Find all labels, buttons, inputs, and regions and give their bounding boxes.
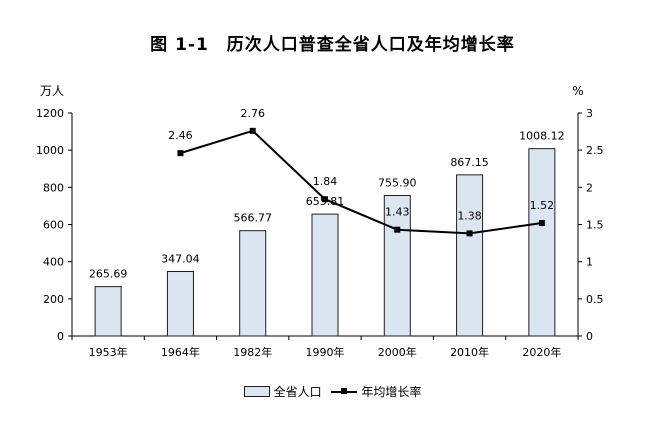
population-bar xyxy=(94,286,122,337)
growth-rate-marker xyxy=(466,230,473,237)
population-bar xyxy=(456,174,484,337)
legend-item-population: 全省人口 xyxy=(243,383,322,400)
y-left-tick-label: 0 xyxy=(57,330,64,343)
growth-rate-data-label: 2.76 xyxy=(240,107,265,120)
y-left-unit: 万人 xyxy=(40,84,64,98)
growth-rate-line xyxy=(180,129,542,235)
legend-swatch-line xyxy=(331,387,358,396)
growth-rate-data-label: 1.84 xyxy=(313,175,338,188)
population-data-label: 755.90 xyxy=(378,177,417,190)
population-bar xyxy=(239,230,267,337)
x-tick-label: 1982年 xyxy=(233,345,272,359)
chart-title: 图 1-1 历次人口普查全省人口及年均增长率 xyxy=(150,35,515,55)
population-bar xyxy=(528,148,556,337)
x-tick-label: 2010年 xyxy=(450,345,489,359)
population-data-label: 347.04 xyxy=(161,253,200,266)
population-data-label: 867.15 xyxy=(450,156,489,169)
population-bar xyxy=(383,195,411,337)
population-data-label: 566.77 xyxy=(233,212,272,225)
legend-swatch-bar xyxy=(243,386,270,397)
growth-rate-marker xyxy=(538,220,545,227)
growth-rate-marker xyxy=(249,127,256,134)
y-right-unit: % xyxy=(572,84,583,98)
y-left-tick-label: 600 xyxy=(43,219,64,232)
y-right-tick-label: 0.5 xyxy=(586,293,604,306)
legend-label-growth-rate: 年均增长率 xyxy=(361,385,422,399)
x-tick-label: 2020年 xyxy=(522,345,561,359)
growth-rate-marker xyxy=(394,226,401,233)
population-bar xyxy=(311,213,339,337)
y-left-tick-label: 1200 xyxy=(36,107,64,120)
x-tick-label: 1953年 xyxy=(89,345,128,359)
y-right-tick-label: 2.5 xyxy=(586,144,604,157)
y-right-tick-label: 3 xyxy=(586,107,593,120)
growth-rate-marker xyxy=(177,150,184,157)
y-left-tick-label: 200 xyxy=(43,293,64,306)
y-right-tick-label: 2 xyxy=(586,181,593,194)
growth-rate-data-label: 1.52 xyxy=(530,199,555,212)
y-right-tick-label: 1.5 xyxy=(586,219,604,232)
y-left-tick-label: 400 xyxy=(43,256,64,269)
growth-rate-data-label: 2.46 xyxy=(168,129,193,142)
x-tick-label: 2000年 xyxy=(378,345,417,359)
growth-rate-marker xyxy=(322,196,328,203)
growth-rate-data-label: 1.43 xyxy=(385,206,410,219)
y-left-tick-label: 800 xyxy=(43,181,64,194)
legend: 全省人口 年均增长率 xyxy=(0,383,665,400)
legend-item-growth-rate: 年均增长率 xyxy=(331,383,421,400)
x-tick-label: 1990年 xyxy=(306,345,345,359)
y-right-tick-label: 0 xyxy=(586,330,593,343)
y-right-tick-label: 1 xyxy=(586,256,593,269)
legend-label-population: 全省人口 xyxy=(273,385,322,399)
population-data-label: 1008.12 xyxy=(519,130,565,143)
y-left-tick-label: 1000 xyxy=(36,144,64,157)
growth-rate-data-label: 1.38 xyxy=(457,209,482,222)
population-bar xyxy=(166,271,194,337)
population-data-label: 265.69 xyxy=(89,268,128,281)
x-tick-label: 1964年 xyxy=(161,345,200,359)
